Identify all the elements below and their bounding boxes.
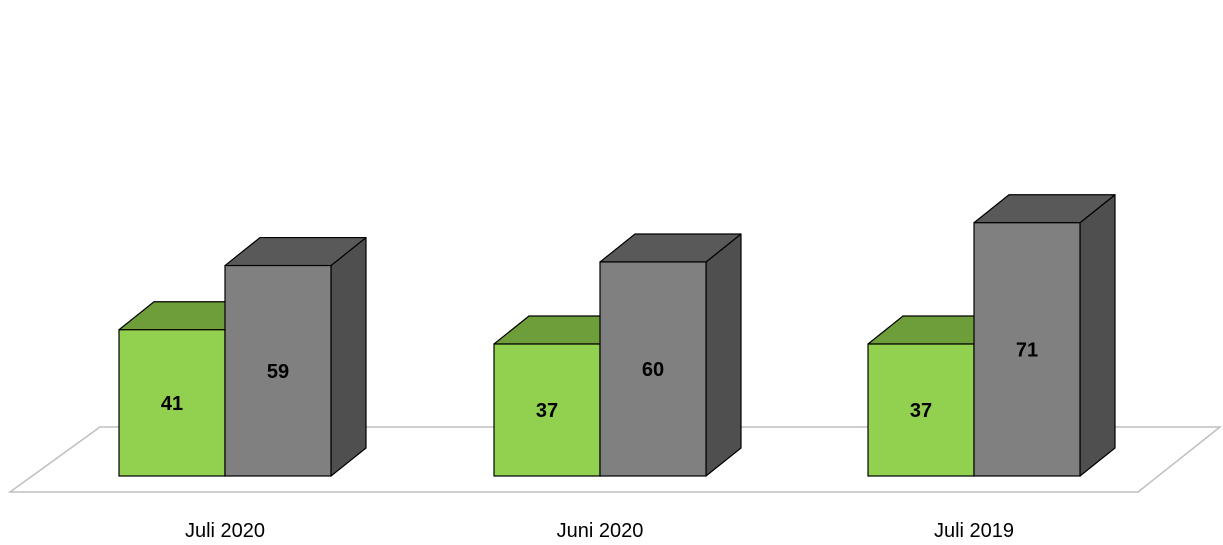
bar-2-juli-2020 (224, 236, 367, 477)
bar-front (118, 329, 226, 477)
data-label: 37 (910, 400, 932, 422)
data-label: 37 (536, 400, 558, 422)
data-label: 60 (642, 359, 664, 381)
category-label: Juni 2020 (557, 520, 644, 542)
bars-layer (118, 194, 1116, 477)
bar-side (1079, 194, 1116, 477)
bar-side (705, 233, 742, 477)
bar-front (493, 343, 601, 477)
labels-layer: 41 59 Juli 2020 37 60 Juni 2020 37 71 Juli 2019 (161, 339, 1038, 542)
bar-side (330, 236, 367, 477)
bar-2-juli-2019 (973, 194, 1116, 477)
data-label: 41 (161, 393, 183, 415)
bar-front (224, 264, 332, 477)
bar-front (599, 261, 707, 477)
category-label: Juli 2020 (185, 520, 265, 542)
bar-2-juni-2020 (599, 233, 742, 477)
bar-front (973, 222, 1081, 477)
data-label: 59 (267, 361, 289, 383)
category-label: Juli 2019 (934, 520, 1014, 542)
data-label: 71 (1016, 339, 1038, 361)
